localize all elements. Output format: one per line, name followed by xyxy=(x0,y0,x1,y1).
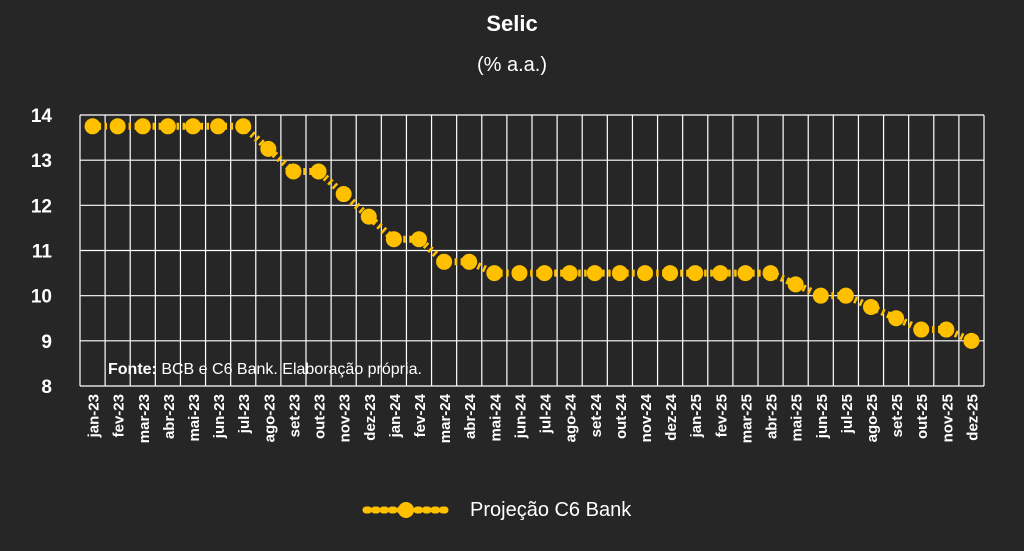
chart-subtitle: (% a.a.) xyxy=(477,54,547,76)
x-tick-label: nov-24 xyxy=(638,393,655,442)
x-tick-label: set-24 xyxy=(588,393,605,437)
x-tick-label: jan-24 xyxy=(387,393,404,438)
data-point xyxy=(461,253,478,270)
x-tick-label: nov-25 xyxy=(939,394,956,442)
grid xyxy=(79,114,985,387)
y-tick-label: 10 xyxy=(31,287,52,308)
y-axis-ticks: 8 9 10 11 12 13 14 xyxy=(31,106,53,398)
x-tick-label: mar-23 xyxy=(136,394,153,443)
x-tick-label: dez-23 xyxy=(362,394,379,441)
x-tick-label: jan-23 xyxy=(86,394,103,438)
data-point xyxy=(536,265,553,282)
data-point xyxy=(561,265,578,282)
data-point xyxy=(888,310,905,327)
data-point xyxy=(687,265,704,282)
x-tick-label: mai-25 xyxy=(789,394,806,442)
data-point xyxy=(586,265,603,282)
data-point xyxy=(360,208,377,225)
data-point xyxy=(762,265,779,282)
data-point xyxy=(260,140,277,157)
y-tick-label: 14 xyxy=(31,106,53,127)
x-tick-label: ago-24 xyxy=(563,393,580,442)
data-point xyxy=(109,118,126,135)
data-point xyxy=(737,265,754,282)
x-tick-label: out-25 xyxy=(914,394,931,439)
data-point xyxy=(511,265,528,282)
legend-label: Projeção C6 Bank xyxy=(470,499,632,521)
x-axis-ticks: jan-23 fev-23 mar-23 abr-23 mai-23 jun-23 jul-… xyxy=(86,393,982,443)
data-point xyxy=(185,118,201,135)
x-tick-label: fev-25 xyxy=(713,394,730,437)
x-tick-label: set-25 xyxy=(889,394,906,437)
x-tick-label: fev-24 xyxy=(412,393,429,437)
y-tick-label: 12 xyxy=(31,196,52,217)
x-tick-label: abr-25 xyxy=(764,394,781,439)
data-point xyxy=(310,163,327,180)
data-point xyxy=(84,118,101,135)
x-tick-label: dez-24 xyxy=(663,393,680,440)
x-tick-label: dez-25 xyxy=(964,394,981,441)
x-tick-label: out-24 xyxy=(613,393,630,439)
data-point xyxy=(486,265,503,282)
legend-marker xyxy=(362,502,450,518)
x-tick-label: nov-23 xyxy=(337,394,354,442)
x-tick-label: mai-23 xyxy=(186,394,203,442)
legend-dot xyxy=(398,502,414,518)
data-point xyxy=(134,118,151,135)
x-tick-label: ago-23 xyxy=(261,394,278,442)
data-point xyxy=(837,287,854,304)
chart-title: Selic xyxy=(486,11,537,36)
x-tick-label: abr-23 xyxy=(161,394,178,439)
data-point xyxy=(938,321,955,338)
x-tick-label: mai-24 xyxy=(487,393,504,441)
x-tick-label: jul-23 xyxy=(236,394,253,434)
data-point xyxy=(159,118,176,135)
data-point xyxy=(863,298,879,315)
x-tick-label: jun-23 xyxy=(211,394,228,439)
data-point xyxy=(812,287,829,304)
data-point xyxy=(335,186,352,203)
x-tick-label: jun-24 xyxy=(512,393,529,439)
x-tick-label: ago-25 xyxy=(864,394,881,442)
data-point xyxy=(436,253,453,270)
y-tick-label: 9 xyxy=(41,332,52,353)
legend: Projeção C6 Bank xyxy=(362,499,632,521)
data-point xyxy=(285,163,302,180)
data-point xyxy=(385,231,402,248)
x-tick-label: jul-25 xyxy=(839,394,856,434)
x-tick-label: jul-24 xyxy=(538,393,555,434)
source-note: Fonte: BCB e C6 Bank. Elaboração própria… xyxy=(108,361,422,378)
data-point xyxy=(235,118,252,135)
x-tick-label: fev-23 xyxy=(111,394,128,437)
series-projecao xyxy=(84,118,980,349)
y-tick-label: 11 xyxy=(32,242,53,263)
x-tick-label: mar-25 xyxy=(738,394,755,443)
x-tick-label: mar-24 xyxy=(437,393,454,443)
x-tick-label: jun-25 xyxy=(814,394,831,439)
source-label: Fonte: xyxy=(108,361,157,378)
y-tick-label: 8 xyxy=(41,377,52,398)
data-point xyxy=(913,321,930,338)
x-tick-label: set-23 xyxy=(286,394,303,437)
data-point xyxy=(411,231,427,248)
data-point xyxy=(637,265,653,282)
data-point xyxy=(210,118,227,135)
data-point xyxy=(611,265,628,282)
data-point xyxy=(712,265,729,282)
data-point xyxy=(787,276,804,293)
y-tick-label: 13 xyxy=(31,151,52,172)
svg-text:Fonte: BCB e C6 Bank. Elaboraç: Fonte: BCB e C6 Bank. Elaboração própria… xyxy=(108,361,422,378)
data-point xyxy=(662,265,679,282)
data-point xyxy=(963,332,980,349)
x-tick-label: out-23 xyxy=(312,394,329,439)
x-tick-label: abr-24 xyxy=(462,393,479,439)
source-text: BCB e C6 Bank. Elaboração própria. xyxy=(157,361,422,378)
x-tick-label: jan-25 xyxy=(688,394,705,438)
